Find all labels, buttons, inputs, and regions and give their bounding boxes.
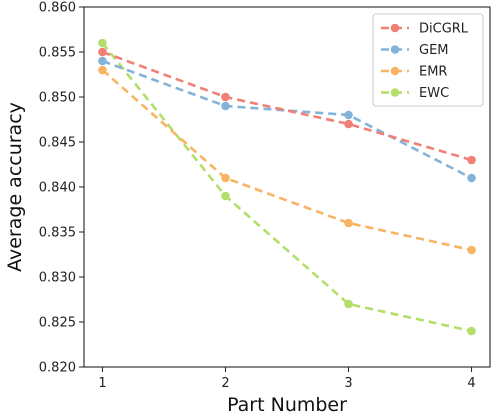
data-point-dicgrl <box>344 119 353 129</box>
y-tick-label: 0.840 <box>39 181 76 196</box>
series-line-emr <box>101 69 472 252</box>
data-point-ewc <box>98 38 107 48</box>
y-axis-title: Average accuracy <box>4 102 26 272</box>
legend-label: DiCGRL <box>419 22 469 37</box>
legend-label: GEM <box>419 43 449 58</box>
y-tick-label: 0.830 <box>39 271 76 286</box>
y-axis: 0.820 0.825 0.830 0.835 0.840 0.845 0.850 0.855… <box>39 1 84 376</box>
data-point-emr <box>98 65 107 75</box>
y-tick-label: 0.820 <box>39 361 76 376</box>
series-dicgrl <box>98 47 476 165</box>
series-line-ewc <box>101 42 472 333</box>
series-layer <box>98 38 476 336</box>
data-point-emr <box>344 218 353 228</box>
legend-swatch-marker <box>390 45 400 54</box>
legend-item-dicgrl: DiCGRL <box>381 22 469 37</box>
data-point-dicgrl <box>467 155 476 165</box>
y-tick-label: 0.860 <box>39 1 76 16</box>
y-tick-label: 0.850 <box>39 91 76 106</box>
series-line-gem <box>102 59 473 180</box>
data-point-dicgrl <box>221 92 230 102</box>
data-point-gem <box>344 110 353 120</box>
data-point-dicgrl <box>98 47 107 57</box>
data-point-ewc <box>467 326 476 336</box>
y-tick-label: 0.825 <box>39 316 76 331</box>
data-point-ewc <box>221 191 230 201</box>
legend-item-ewc: EWC <box>381 86 449 101</box>
legend-item-emr: EMR <box>381 65 447 80</box>
series-ewc <box>98 38 476 336</box>
data-point-gem <box>98 56 107 66</box>
legend: DiCGRL GEM EMR EWC <box>372 13 484 107</box>
x-tick-label: 1 <box>98 376 106 391</box>
legend-item-gem: GEM <box>381 43 449 58</box>
series-emr <box>98 65 476 255</box>
legend-label: EWC <box>419 86 449 101</box>
x-tick-label: 3 <box>344 376 352 391</box>
data-point-emr <box>467 245 476 255</box>
legend-swatch-marker <box>390 66 400 76</box>
data-point-gem <box>467 173 476 183</box>
series-line-dicgrl <box>102 50 472 162</box>
y-tick-label: 0.835 <box>39 226 76 241</box>
data-point-gem <box>221 101 230 111</box>
legend-swatch-marker <box>390 88 400 97</box>
x-axis-title: Part Number <box>227 394 347 416</box>
legend-box <box>372 13 484 107</box>
y-tick-label: 0.855 <box>39 46 76 61</box>
series-gem <box>98 56 476 183</box>
x-tick-label: 2 <box>221 376 229 391</box>
data-point-emr <box>221 173 230 183</box>
data-point-ewc <box>344 299 353 309</box>
legend-swatch-marker <box>390 23 400 33</box>
x-tick-label: 4 <box>467 376 475 391</box>
legend-label: EMR <box>419 65 447 80</box>
x-axis: 1 2 3 4 <box>98 367 476 391</box>
y-tick-label: 0.845 <box>39 136 76 151</box>
